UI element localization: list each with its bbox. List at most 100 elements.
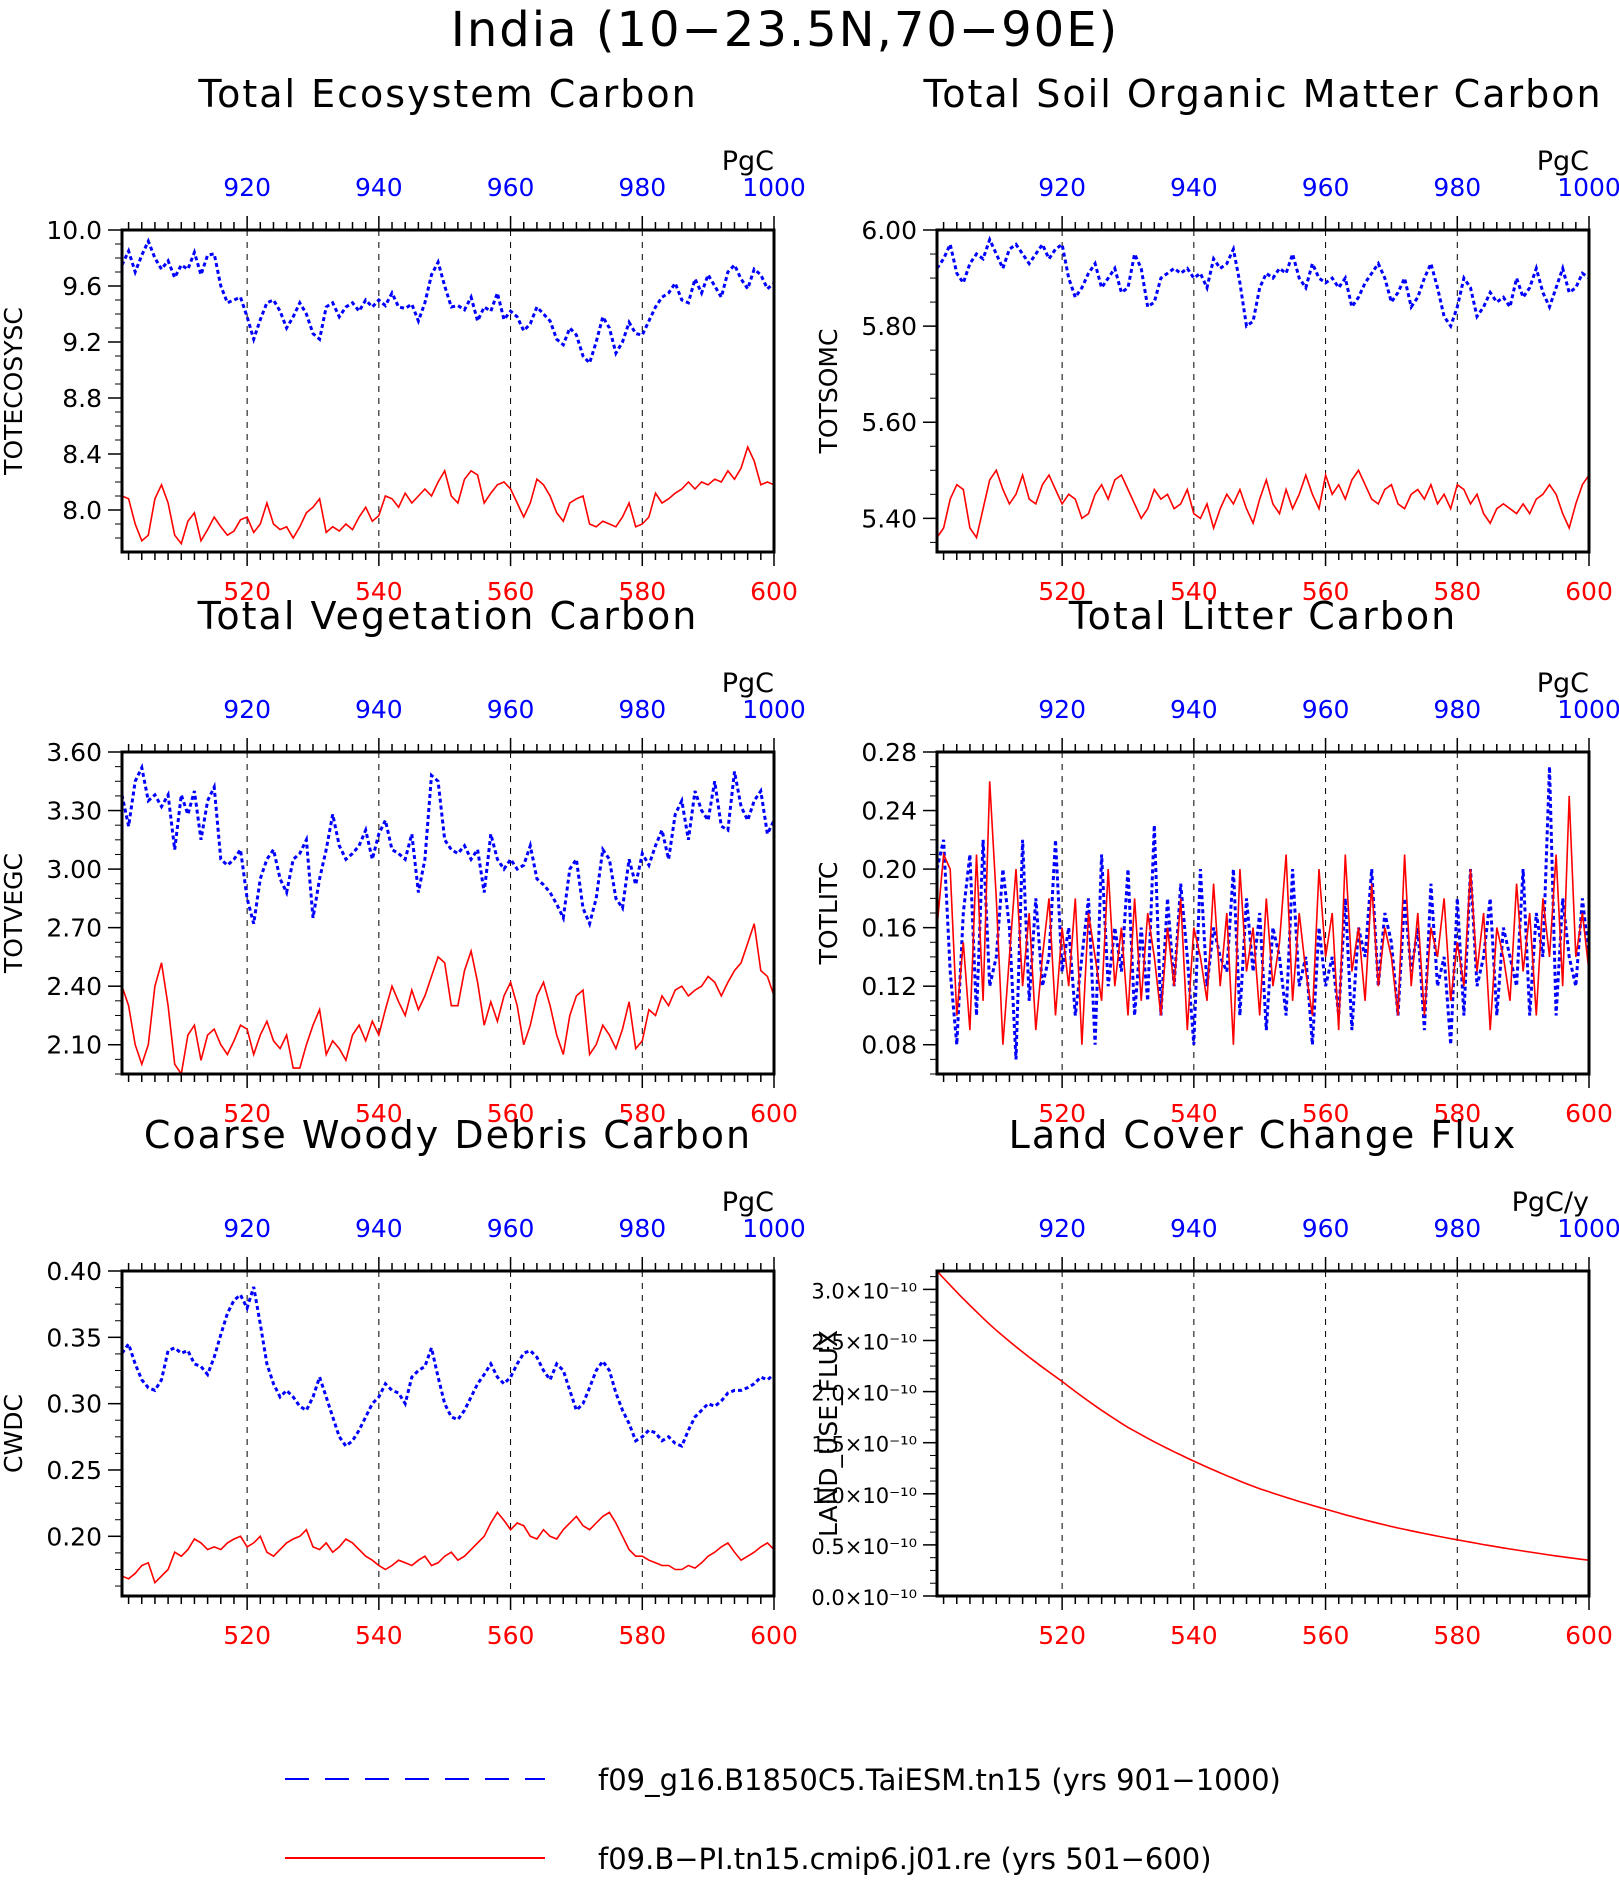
- x-tick-label-bottom: 580: [1433, 1099, 1481, 1128]
- chart-panel-5: Coarse Woody Debris Carbon PgC CWDC 520 540 5…: [0, 1113, 806, 1650]
- unit-label: PgC/y: [1512, 1187, 1589, 1218]
- y-axis-label: CWDC: [0, 1394, 28, 1473]
- legend: f09_g16.B1850C5.TaiESM.tn15 (yrs 901−100…: [285, 1763, 1281, 1876]
- y-tick-label: 1.5×10⁻¹⁰: [811, 1433, 917, 1457]
- y-tick-label: 0.20: [46, 1522, 102, 1551]
- series-line-taiesm: [120, 1286, 775, 1449]
- y-tick-label: 0.08: [861, 1031, 917, 1060]
- x-tick-label-bottom: 540: [355, 577, 403, 606]
- x-tick-label-bottom: 580: [1433, 577, 1481, 606]
- chart-title: Coarse Woody Debris Carbon: [144, 1113, 752, 1157]
- x-tick-label-bottom: 600: [750, 1099, 798, 1128]
- x-tick-label-top: 960: [1302, 695, 1350, 724]
- x-tick-label-bottom: 560: [1302, 577, 1350, 606]
- x-tick-label-bottom: 520: [223, 577, 271, 606]
- x-tick-label-top: 960: [487, 1214, 535, 1243]
- y-tick-label: 2.5×10⁻¹⁰: [811, 1330, 917, 1354]
- y-axis-label: LAND_USE_FLUX: [814, 1330, 843, 1537]
- y-tick-label: 0.28: [861, 738, 917, 767]
- x-tick-label-top: 980: [618, 173, 666, 202]
- y-tick-label: 9.6: [62, 272, 102, 301]
- x-tick-label-top: 980: [1433, 1214, 1481, 1243]
- y-tick-label: 0.0×10⁻¹⁰: [811, 1586, 917, 1610]
- x-tick-label-bottom: 600: [750, 577, 798, 606]
- x-tick-label-top: 940: [355, 695, 403, 724]
- x-tick-label-bottom: 600: [1565, 1099, 1613, 1128]
- y-tick-label: 0.40: [46, 1257, 102, 1286]
- y-tick-label: 0.25: [46, 1456, 102, 1485]
- y-tick-label: 0.24: [861, 797, 917, 826]
- y-tick-label: 2.0×10⁻¹⁰: [811, 1382, 917, 1406]
- x-tick-label-top: 960: [1302, 173, 1350, 202]
- x-tick-label-bottom: 600: [1565, 1621, 1613, 1650]
- x-tick-label-top: 920: [1038, 695, 1086, 724]
- x-tick-label-bottom: 600: [750, 1621, 798, 1650]
- y-tick-label: 0.5×10⁻¹⁰: [811, 1535, 917, 1559]
- series-line-taiesm: [935, 235, 1590, 330]
- figure-title: India (10−23.5N,70−90E): [451, 2, 1120, 58]
- series-line-taiesm: [120, 762, 776, 929]
- unit-label: PgC: [722, 146, 774, 177]
- chart-panel-4: Total Litter Carbon PgC TOTLITC 520 540 560 58…: [814, 594, 1619, 1128]
- series-line-taiesm: [935, 766, 1591, 1060]
- y-tick-label: 3.00: [46, 855, 102, 884]
- x-tick-label-bottom: 540: [1170, 577, 1218, 606]
- y-tick-label: 2.10: [46, 1031, 102, 1060]
- x-tick-label-bottom: 520: [223, 1621, 271, 1650]
- x-tick-label-bottom: 520: [1038, 577, 1086, 606]
- x-tick-label-bottom: 560: [1302, 1099, 1350, 1128]
- x-tick-label-top: 920: [1038, 1214, 1086, 1243]
- x-tick-label-bottom: 540: [1170, 1621, 1218, 1650]
- series-line-cmip6: [936, 468, 1590, 540]
- x-tick-label-bottom: 520: [223, 1099, 271, 1128]
- x-tick-label-bottom: 560: [487, 577, 535, 606]
- x-tick-label-top: 1000: [742, 695, 806, 724]
- x-tick-label-bottom: 600: [1565, 577, 1613, 606]
- x-tick-label-top: 980: [1433, 173, 1481, 202]
- y-tick-label: 0.16: [861, 914, 917, 943]
- y-tick-label: 0.30: [46, 1390, 102, 1419]
- y-tick-label: 0.35: [46, 1323, 102, 1352]
- y-tick-label: 5.40: [861, 504, 917, 533]
- x-tick-label-top: 980: [1433, 695, 1481, 724]
- x-tick-label-bottom: 580: [618, 1099, 666, 1128]
- x-tick-label-top: 940: [355, 173, 403, 202]
- x-tick-label-top: 920: [1038, 173, 1086, 202]
- y-tick-label: 3.30: [46, 797, 102, 826]
- x-tick-label-top: 1000: [1557, 173, 1619, 202]
- series-line-cmip6: [936, 1270, 1590, 1561]
- x-tick-label-top: 920: [223, 1214, 271, 1243]
- y-axis-label: TOTLITC: [814, 862, 843, 966]
- x-tick-label-bottom: 520: [1038, 1621, 1086, 1650]
- y-tick-label: 8.8: [62, 384, 102, 413]
- x-tick-label-top: 940: [1170, 1214, 1218, 1243]
- x-tick-label-bottom: 540: [1170, 1099, 1218, 1128]
- x-tick-label-top: 1000: [742, 173, 806, 202]
- x-tick-label-top: 960: [1302, 1214, 1350, 1243]
- x-tick-label-top: 920: [223, 695, 271, 724]
- panels-group: Total Ecosystem Carbon PgC TOTECOSYSC 520 54…: [0, 72, 1619, 1650]
- series-line-cmip6: [121, 444, 775, 546]
- plot-frame: [120, 228, 776, 554]
- y-tick-label: 10.0: [46, 216, 102, 245]
- x-tick-label-top: 1000: [742, 1214, 806, 1243]
- chart-panel-6: Land Cover Change Flux PgC/y LAND_USE_FLUX…: [811, 1113, 1619, 1650]
- x-tick-label-bottom: 560: [487, 1621, 535, 1650]
- x-tick-label-top: 1000: [1557, 1214, 1619, 1243]
- chart-panel-2: Total Soil Organic Matter Carbon PgC TOTSO…: [814, 72, 1619, 606]
- chart-title: Total Vegetation Carbon: [197, 594, 699, 638]
- legend-label-series-b: f09.B−PI.tn15.cmip6.j01.re (yrs 501−600): [598, 1842, 1212, 1876]
- x-tick-label-bottom: 520: [1038, 1099, 1086, 1128]
- unit-label: PgC: [1537, 146, 1589, 177]
- x-tick-label-bottom: 580: [1433, 1621, 1481, 1650]
- y-tick-label: 3.60: [46, 738, 102, 767]
- plot-frame: [935, 228, 1591, 554]
- series-line-taiesm: [120, 237, 775, 366]
- y-tick-label: 8.4: [62, 440, 102, 469]
- x-tick-label-top: 1000: [1557, 695, 1619, 724]
- plot-frame: [120, 1269, 776, 1598]
- chart-title: Total Litter Carbon: [1068, 594, 1457, 638]
- x-tick-label-bottom: 580: [618, 1621, 666, 1650]
- chart-title: Land Cover Change Flux: [1009, 1113, 1518, 1157]
- x-tick-label-bottom: 540: [355, 1099, 403, 1128]
